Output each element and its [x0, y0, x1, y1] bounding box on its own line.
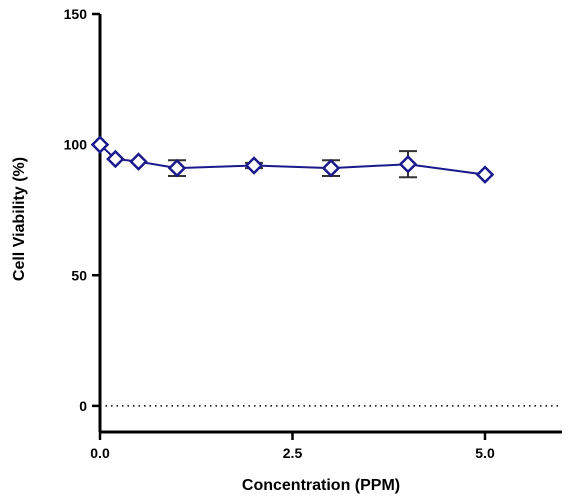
y-tick-label: 100 [64, 137, 88, 153]
data-point-diamond [106, 149, 125, 169]
y-tick-label: 150 [64, 6, 88, 22]
y-tick-label: 50 [71, 267, 87, 283]
x-axis-title: Concentration (PPM) [242, 477, 400, 494]
data-point-diamond [90, 135, 110, 154]
data-point-diamond [398, 154, 418, 174]
series-layer [90, 135, 495, 184]
data-point-diamond [475, 165, 495, 184]
x-tick-label: 2.5 [283, 445, 303, 461]
data-point-diamond [244, 156, 264, 175]
data-point-diamond [129, 152, 148, 171]
x-tick-label: 0.0 [90, 445, 110, 461]
y-ticks: 0 50 100 150 [64, 6, 100, 414]
y-axis-title: Cell Viability (%) [11, 157, 28, 281]
y-tick-label: 0 [79, 398, 87, 414]
x-ticks: 0.0 2.5 5.0 [90, 432, 495, 461]
axes [98, 14, 562, 434]
data-point-diamond [167, 158, 187, 178]
x-tick-label: 5.0 [475, 445, 495, 461]
data-point-diamond [321, 158, 341, 178]
series-line [99, 143, 486, 176]
